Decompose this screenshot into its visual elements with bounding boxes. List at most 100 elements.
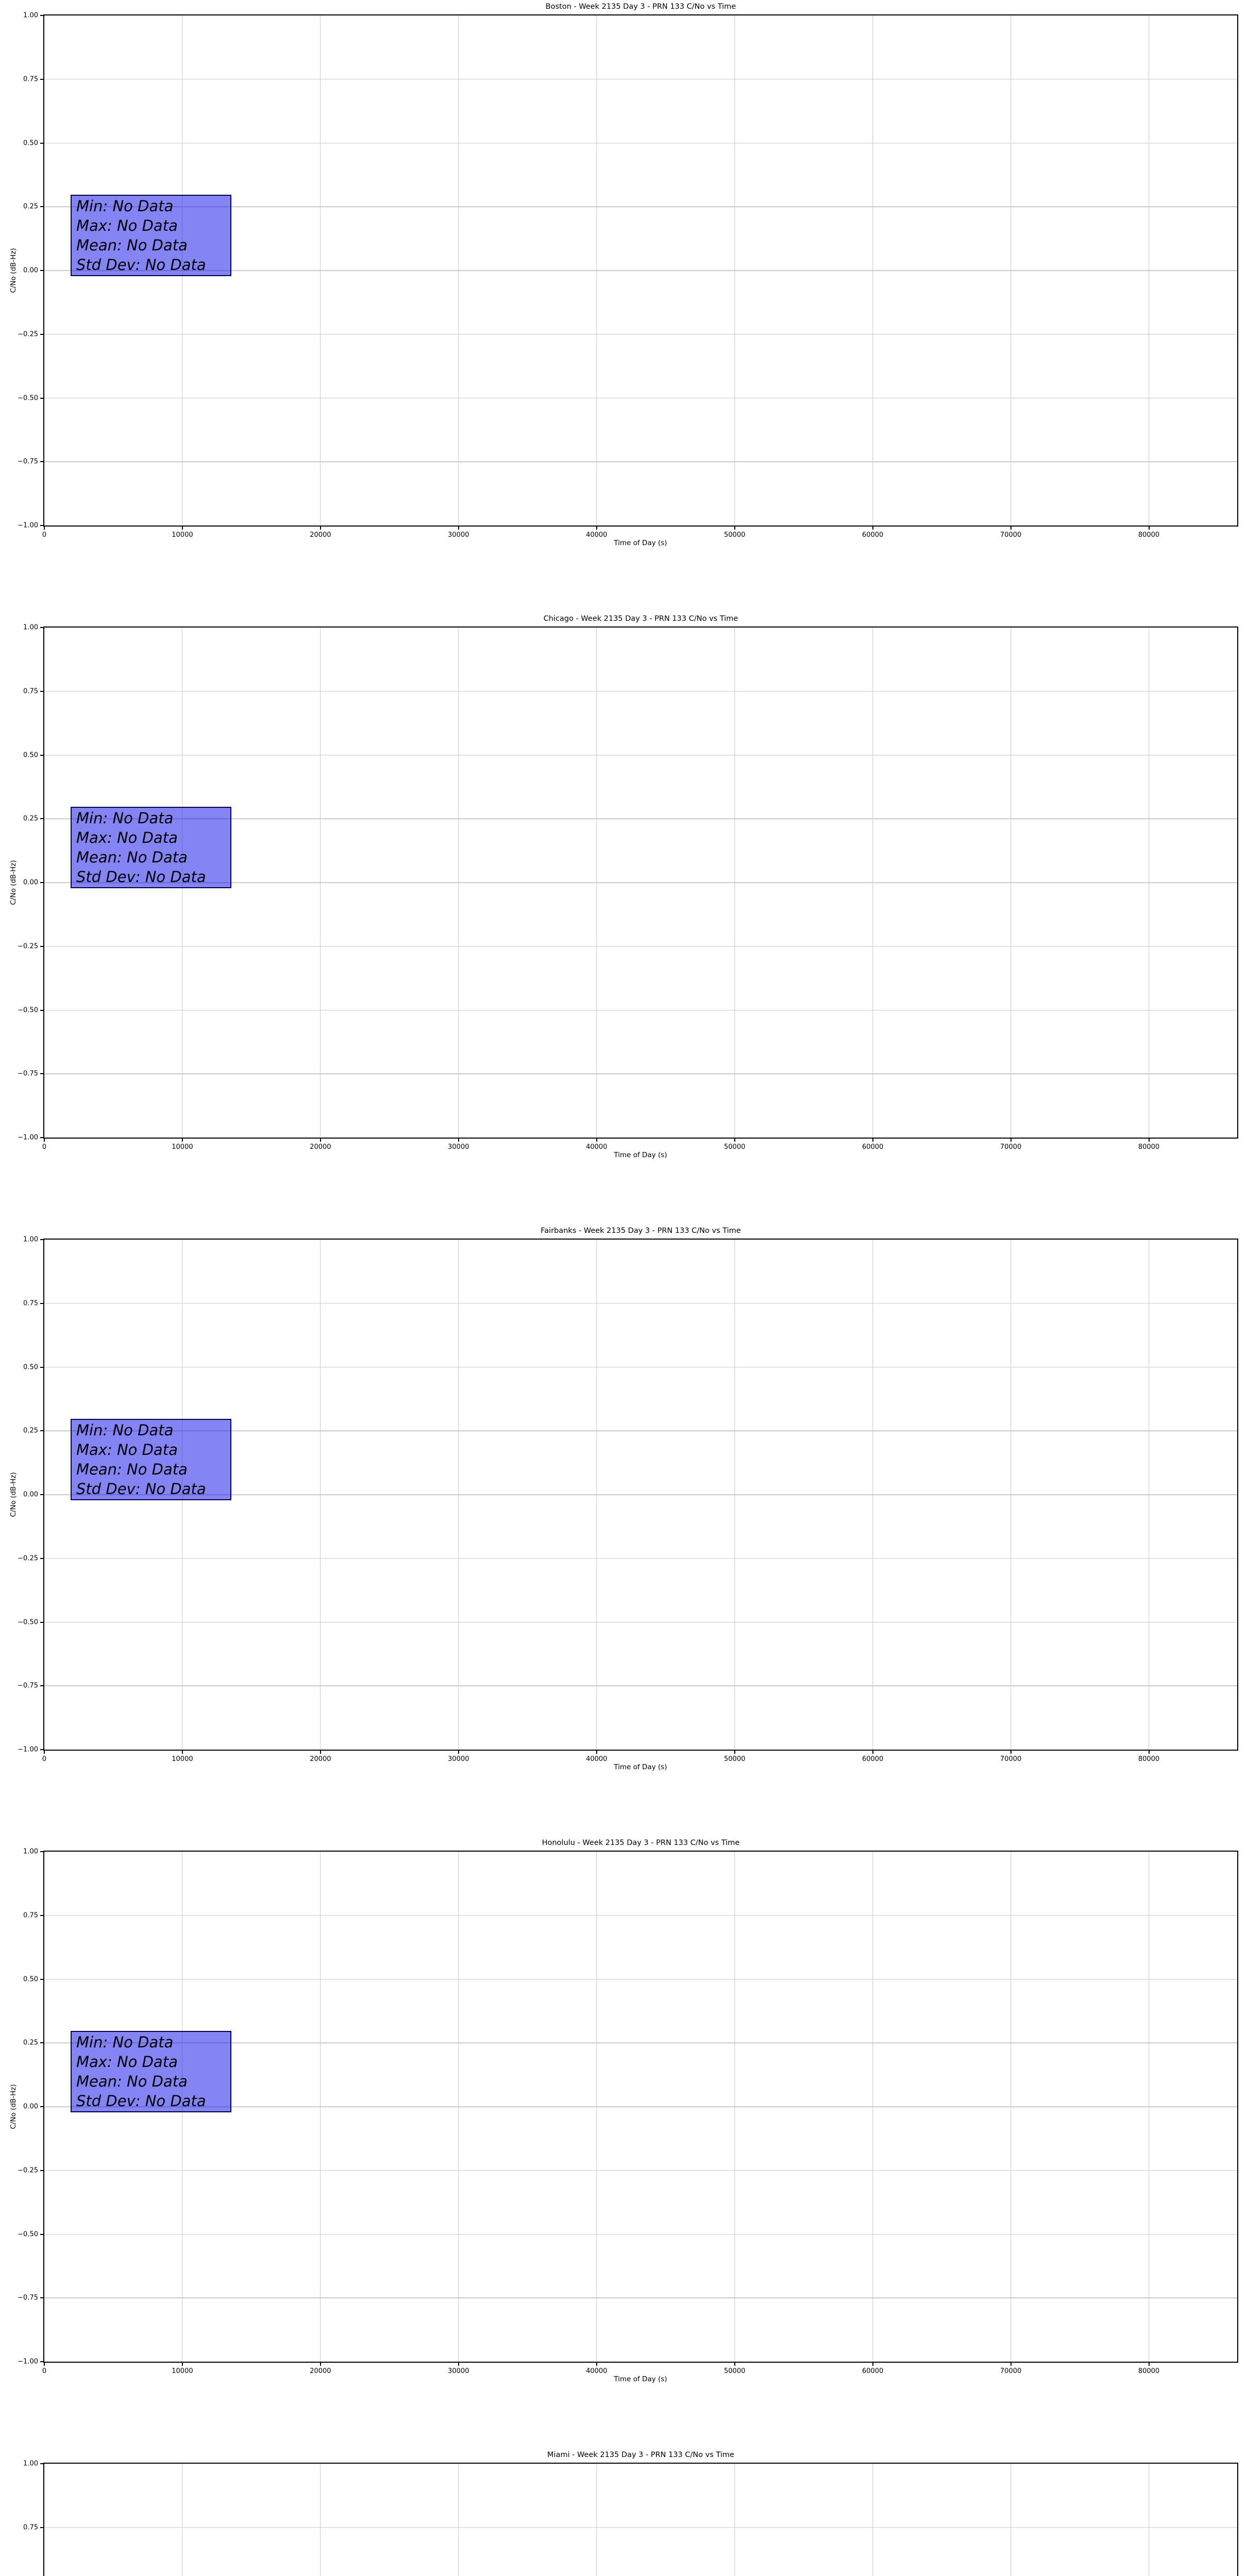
y-tick-mark	[40, 1621, 44, 1623]
x-tick-mark	[596, 1750, 597, 1754]
x-tick-label: 80000	[1138, 2367, 1160, 2375]
y-tick-label: 0.00	[23, 1490, 38, 1499]
y-tick-label: −0.50	[18, 2230, 38, 2238]
y-axis-label: C/No (dB-Hz)	[9, 248, 18, 293]
x-gridline	[1010, 2464, 1012, 2576]
x-tick-label: 20000	[310, 1755, 331, 1763]
x-tick-label: 40000	[586, 1143, 608, 1151]
x-tick-mark	[872, 1138, 873, 1142]
y-tick-label: −0.75	[18, 457, 38, 466]
x-tick-label: 0	[42, 2367, 47, 2375]
y-tick-label: 0.25	[23, 815, 38, 823]
y-gridline	[44, 461, 1237, 462]
y-gridline	[44, 1685, 1237, 1686]
x-tick-label: 30000	[448, 2367, 469, 2375]
y-tick-label: −0.25	[18, 2166, 38, 2175]
x-gridline	[182, 2464, 183, 2576]
x-gridline	[458, 2464, 459, 2576]
x-tick-mark	[44, 1750, 45, 1754]
y-tick-label: −0.25	[18, 330, 38, 338]
y-gridline	[44, 1558, 1237, 1559]
y-tick-mark	[40, 1137, 44, 1138]
y-gridline	[44, 1494, 1237, 1495]
x-tick-label: 20000	[310, 1143, 331, 1151]
x-tick-mark	[734, 526, 735, 530]
y-tick-mark	[40, 206, 44, 208]
x-tick-mark	[1148, 2362, 1150, 2366]
y-tick-mark	[40, 1239, 44, 1240]
x-tick-mark	[458, 526, 459, 530]
y-gridline	[44, 79, 1237, 80]
stats-annotation-line: Max: No Data	[76, 829, 178, 846]
stats-annotation-line: Min: No Data	[76, 2033, 174, 2051]
y-tick-mark	[40, 1073, 44, 1075]
x-tick-label: 80000	[1138, 1755, 1160, 1763]
x-tick-label: 50000	[724, 531, 746, 539]
y-tick-mark	[40, 1749, 44, 1750]
y-tick-label: −1.00	[18, 1133, 38, 1142]
x-tick-mark	[596, 526, 597, 530]
y-gridline	[44, 2042, 1237, 2043]
y-gridline	[44, 2297, 1237, 2298]
y-gridline	[44, 1073, 1237, 1074]
x-tick-mark	[319, 2362, 321, 2366]
x-tick-label: 60000	[862, 2367, 884, 2375]
x-tick-label: 20000	[310, 531, 331, 539]
x-tick-mark	[458, 2362, 459, 2366]
y-tick-mark	[40, 1978, 44, 1980]
plot-area: 0100002000030000400005000060000700008000…	[23, 2460, 1238, 2576]
stats-annotation-line: Std Dev: No Data	[76, 1480, 206, 1498]
x-tick-mark	[181, 1750, 183, 1754]
x-tick-mark	[1010, 526, 1012, 530]
x-tick-label: 40000	[586, 2367, 608, 2375]
y-gridline	[44, 2170, 1237, 2171]
y-tick-mark	[40, 142, 44, 144]
x-tick-label: 0	[42, 531, 47, 539]
x-tick-mark	[734, 1138, 735, 1142]
y-tick-mark	[40, 1366, 44, 1368]
y-tick-label: 0.00	[23, 266, 38, 275]
y-gridline	[44, 946, 1237, 947]
y-gridline	[44, 2527, 1237, 2528]
y-tick-label: −1.00	[18, 521, 38, 530]
y-tick-mark	[40, 627, 44, 628]
y-tick-mark	[40, 2233, 44, 2235]
x-tick-mark	[734, 2362, 735, 2366]
x-tick-mark	[44, 1138, 45, 1142]
y-gridline	[44, 1621, 1237, 1623]
stats-annotation-line: Mean: No Data	[76, 849, 188, 866]
y-gridline	[44, 1009, 1237, 1011]
y-tick-label: 0.75	[23, 75, 38, 83]
y-tick-label: 0.25	[23, 1427, 38, 1435]
x-tick-mark	[596, 1138, 597, 1142]
chart-title: Boston - Week 2135 Day 3 - PRN 133 C/No …	[545, 3, 736, 11]
chart-figure: Miami - Week 2135 Day 3 - PRN 133 C/No v…	[0, 2448, 1247, 2576]
x-tick-mark	[1010, 2362, 1012, 2366]
y-tick-mark	[40, 1009, 44, 1011]
stats-annotation-line: Mean: No Data	[76, 2073, 188, 2090]
y-tick-label: −0.50	[18, 1618, 38, 1626]
y-tick-mark	[40, 461, 44, 463]
chart-title: Honolulu - Week 2135 Day 3 - PRN 133 C/N…	[542, 1839, 740, 1847]
y-tick-mark	[40, 2042, 44, 2044]
chart-title: Chicago - Week 2135 Day 3 - PRN 133 C/No…	[543, 615, 738, 623]
y-tick-label: −0.75	[18, 2294, 38, 2302]
x-tick-label: 10000	[172, 531, 193, 539]
x-axis-label: Time of Day (s)	[614, 539, 667, 547]
chart-figure: Fairbanks - Week 2135 Day 3 - PRN 133 C/…	[0, 1224, 1247, 1836]
y-tick-label: −0.25	[18, 1554, 38, 1563]
x-gridline	[1148, 2464, 1150, 2576]
y-tick-mark	[40, 1302, 44, 1304]
y-gridline	[44, 1978, 1237, 1980]
y-tick-mark	[40, 2170, 44, 2171]
y-tick-label: 0.50	[23, 139, 38, 147]
y-gridline	[44, 882, 1237, 883]
chart-figure: Boston - Week 2135 Day 3 - PRN 133 C/No …	[0, 0, 1247, 612]
y-tick-mark	[40, 2297, 44, 2299]
y-gridline	[44, 1915, 1237, 1916]
y-tick-label: 1.00	[23, 2460, 38, 2468]
x-tick-mark	[44, 2362, 45, 2366]
